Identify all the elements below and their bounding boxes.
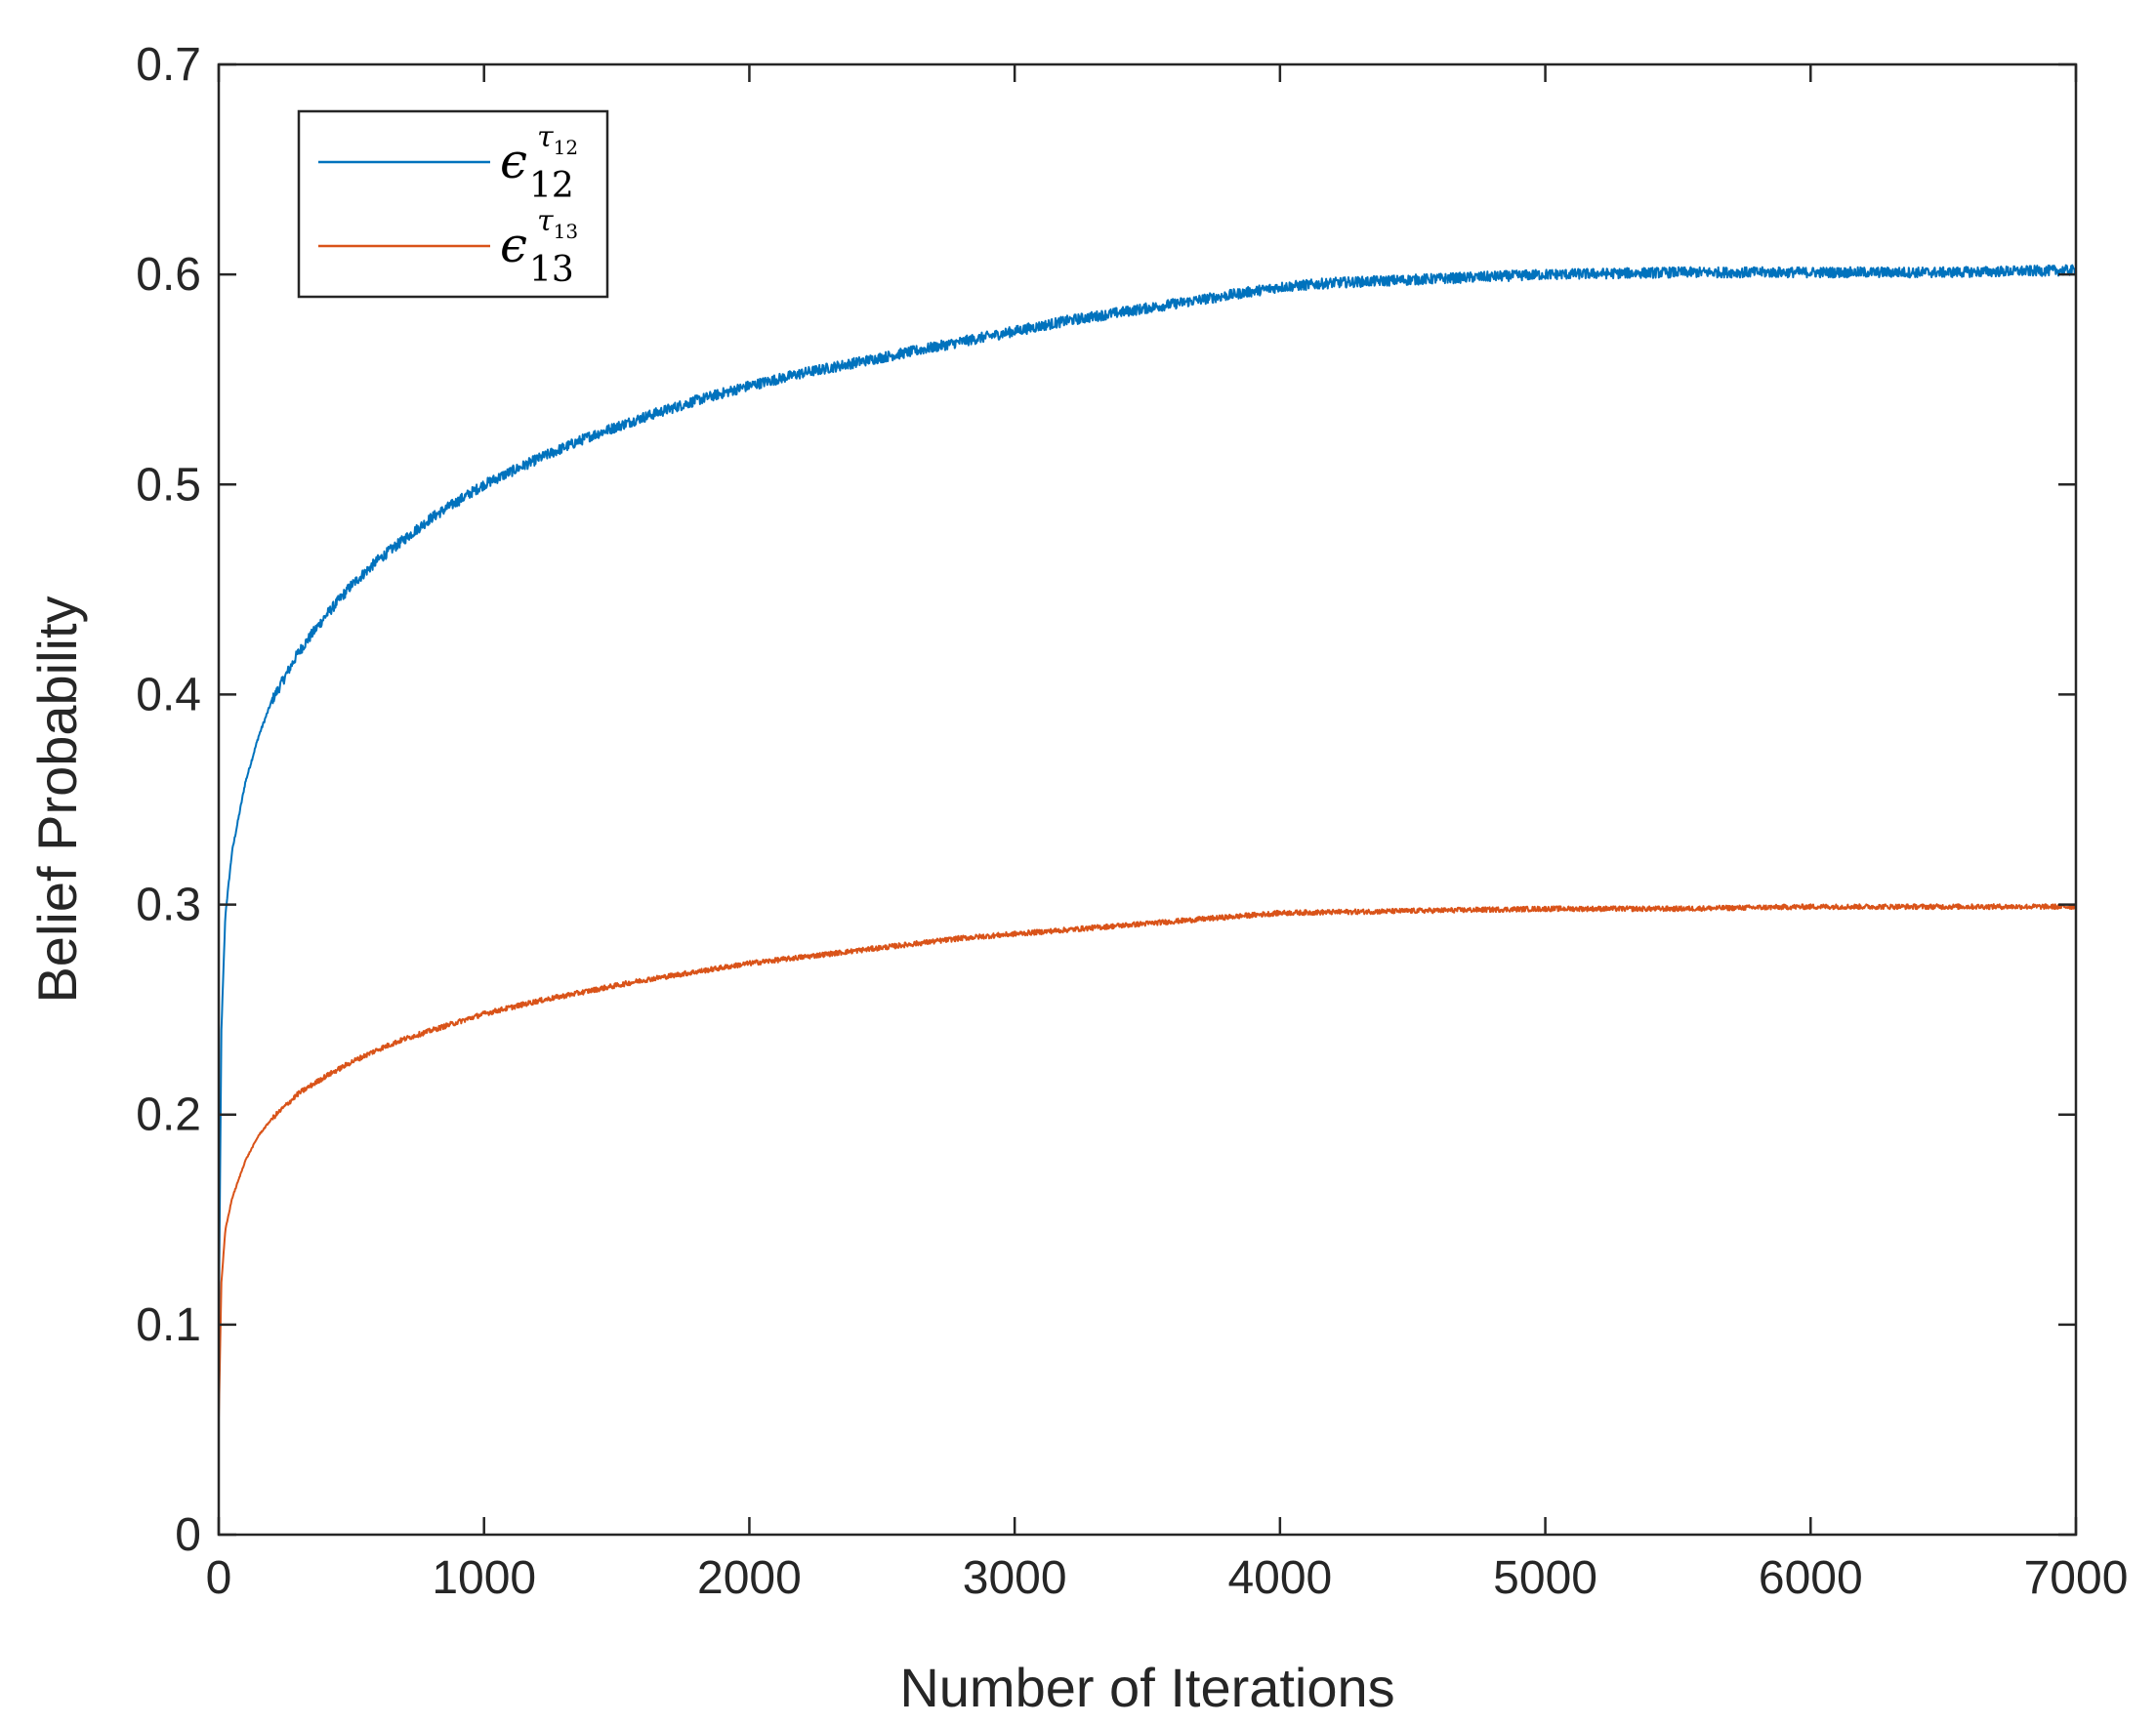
y-tick-label: 0 [175, 1509, 201, 1561]
x-tick-label: 4000 [1227, 1552, 1332, 1604]
series-layer [218, 264, 2077, 1419]
legend-box [297, 109, 609, 299]
y-tick-label: 0.6 [136, 249, 201, 301]
plot-frame [217, 62, 2078, 1537]
x-axis-title: Number of Iterations [899, 1657, 1394, 1718]
x-tick-label: 5000 [1493, 1552, 1597, 1604]
y-tick-label: 0.7 [136, 39, 201, 91]
x-tick-label: 1000 [432, 1552, 536, 1604]
x-tick-label: 7000 [2024, 1552, 2129, 1604]
x-tick-label: 0 [206, 1552, 232, 1604]
y-axis-title: Belief Probability [26, 596, 88, 1003]
legend-superscript-1: τ12 [537, 120, 578, 159]
x-tick-label: 3000 [963, 1552, 1067, 1604]
series-line-2 [218, 903, 2077, 1419]
y-tick-label: 0.1 [136, 1299, 201, 1351]
legend-label-1: ϵ12 [500, 133, 574, 206]
y-tick-label: 0.4 [136, 669, 201, 720]
y-tick-label: 0.2 [136, 1089, 201, 1141]
legend-superscript-2: τ13 [537, 204, 578, 243]
x-tick-label: 2000 [697, 1552, 802, 1604]
legend-label-2: ϵ13 [500, 217, 574, 290]
x-tick-label: 6000 [1759, 1552, 1863, 1604]
ticks-layer: 0 1000 2000 3000 4000 5000 6000 7000 0 0.1 0.2 0.3 0… [136, 39, 2128, 1604]
series-line-1 [218, 264, 2077, 1325]
y-tick-label: 0.5 [136, 459, 201, 511]
y-tick-label: 0.3 [136, 880, 201, 931]
